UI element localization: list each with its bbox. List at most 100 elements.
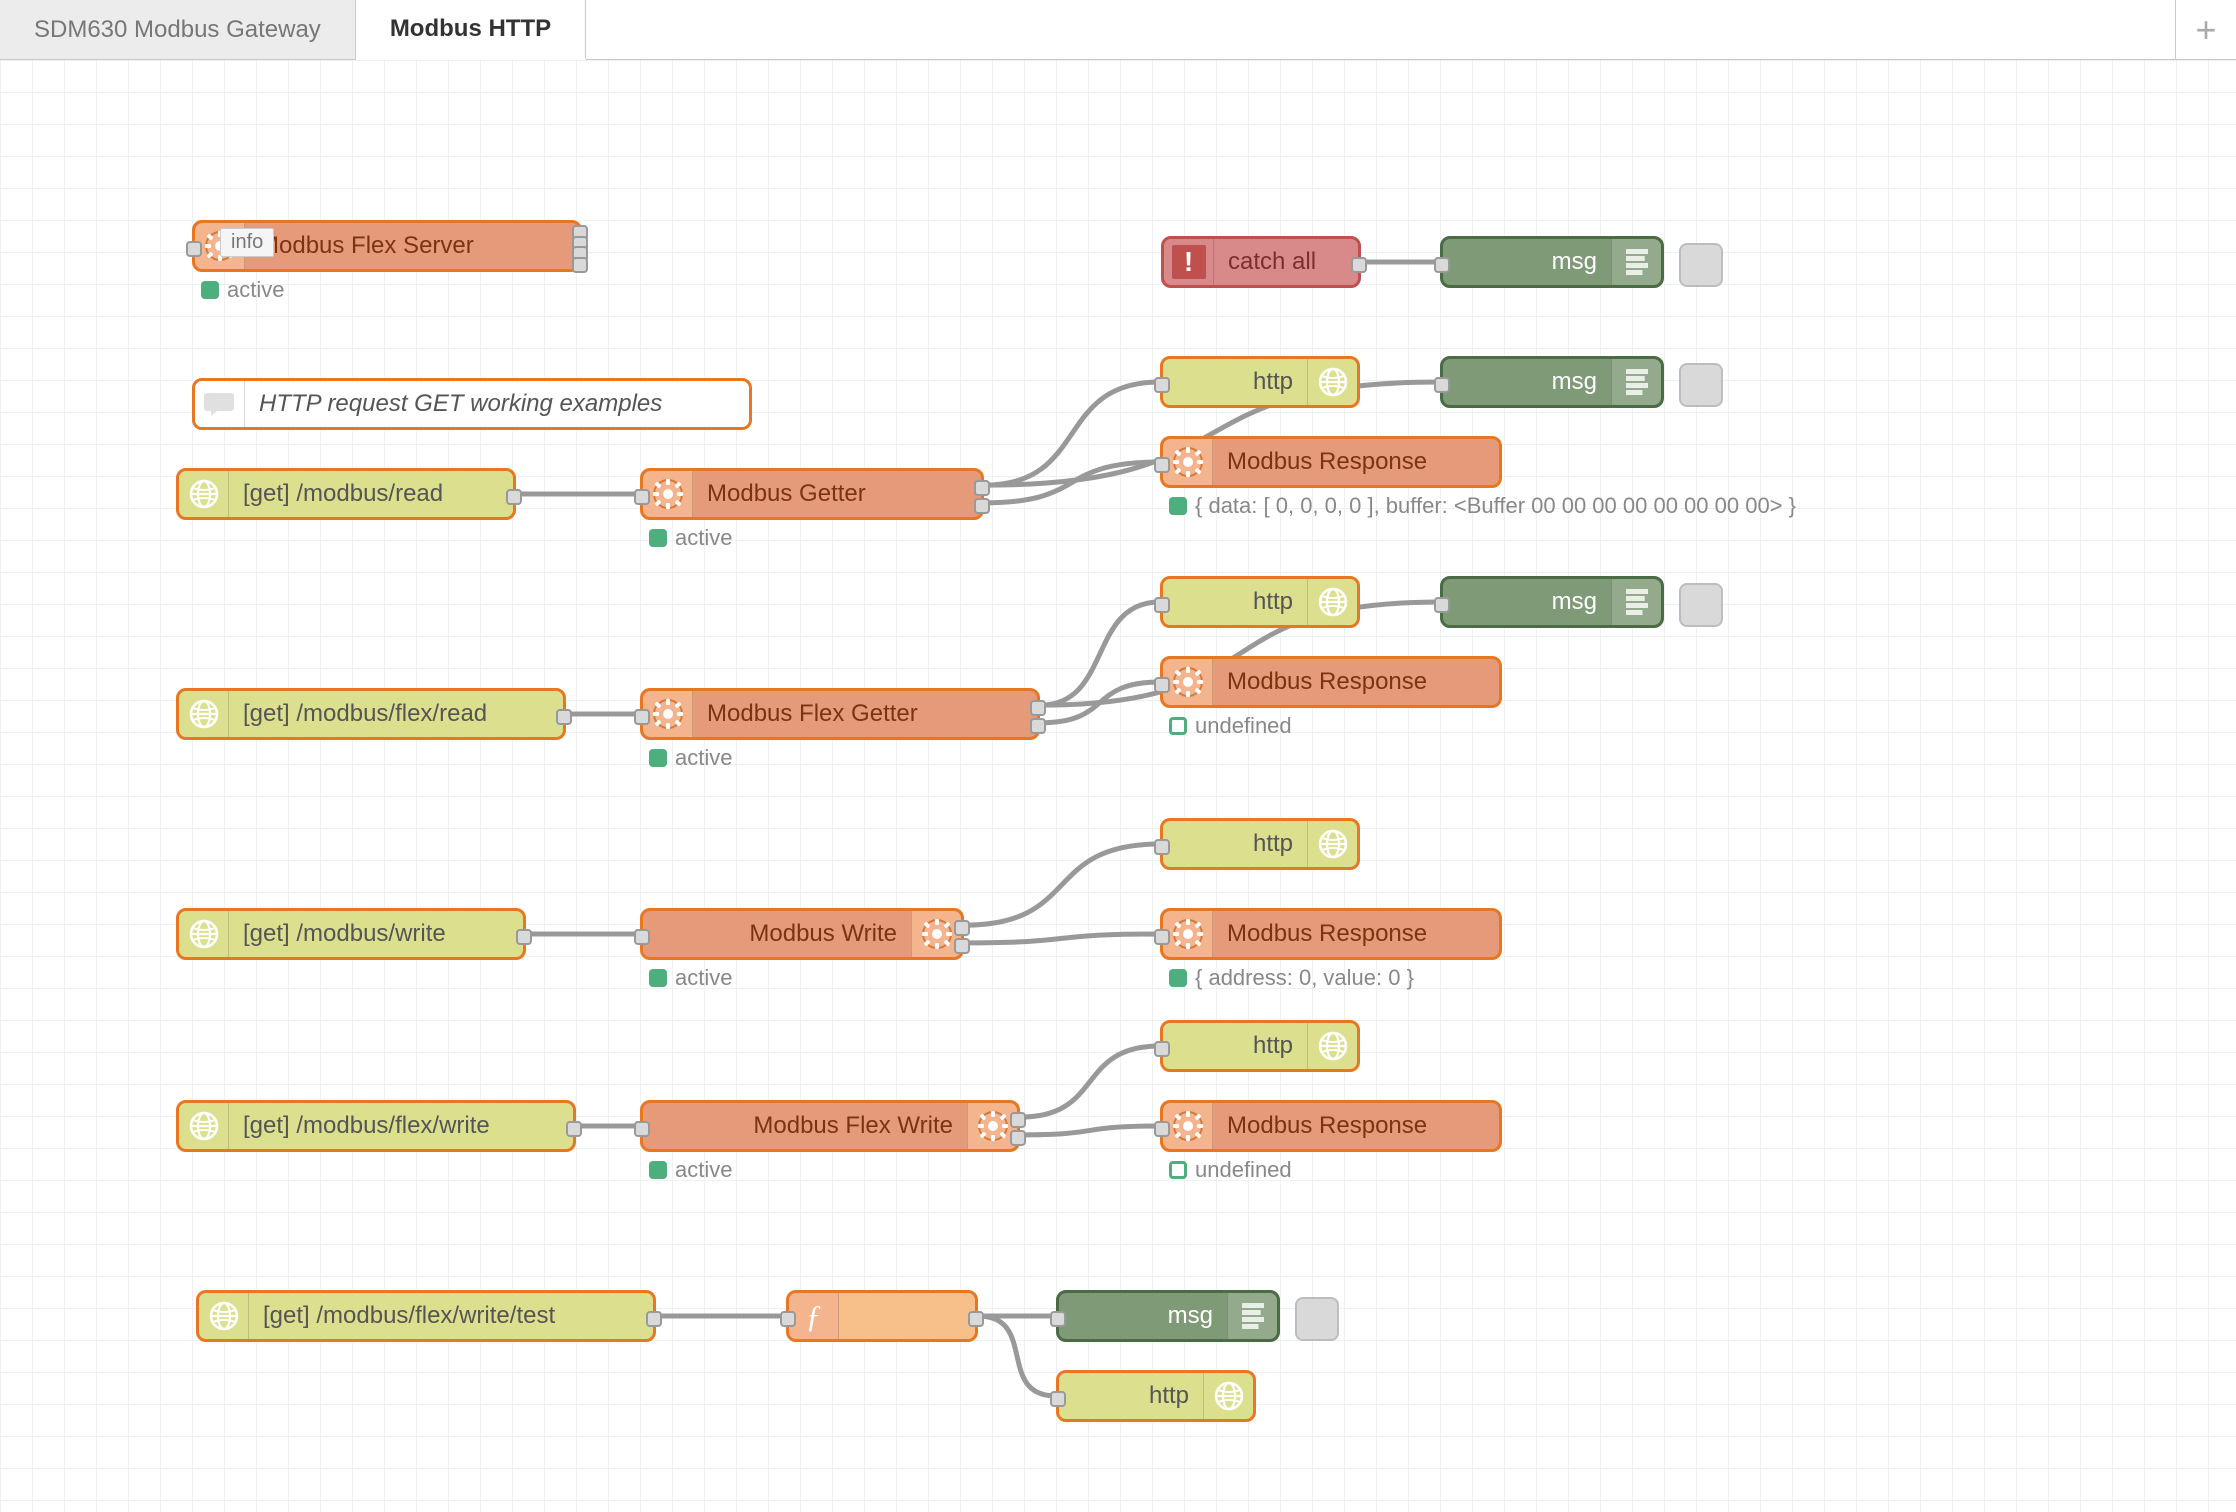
port-out[interactable] bbox=[1351, 257, 1367, 273]
status-text: { address: 0, value: 0 } bbox=[1195, 965, 1414, 991]
node-http_in_write[interactable]: [get] /modbus/write bbox=[176, 908, 526, 960]
node-debug_catch[interactable]: msg bbox=[1440, 236, 1664, 288]
node-modbus_resp_read[interactable]: Modbus Response{ data: [ 0, 0, 0, 0 ], b… bbox=[1160, 436, 1502, 488]
node-http_resp_read[interactable]: http bbox=[1160, 356, 1360, 408]
port-in[interactable] bbox=[1154, 677, 1170, 693]
port-in[interactable] bbox=[1154, 377, 1170, 393]
status-dot-icon bbox=[649, 1161, 667, 1179]
port-in[interactable] bbox=[186, 241, 202, 257]
port-out[interactable] bbox=[646, 1311, 662, 1327]
node-icon-box bbox=[1163, 439, 1213, 485]
port-out[interactable] bbox=[1010, 1130, 1026, 1146]
wire[interactable] bbox=[984, 462, 1160, 503]
node-debug_flexread[interactable]: msg bbox=[1440, 576, 1664, 628]
port-out[interactable] bbox=[954, 938, 970, 954]
node-flex_write[interactable]: Modbus Flex Writeactive bbox=[640, 1100, 1020, 1152]
port-in[interactable] bbox=[1050, 1311, 1066, 1327]
node-catch_all[interactable]: !catch all bbox=[1161, 236, 1361, 288]
port-in[interactable] bbox=[1154, 839, 1170, 855]
node-modbus_resp_flexwrite[interactable]: Modbus Responseundefined bbox=[1160, 1100, 1502, 1152]
node-flex_getter[interactable]: Modbus Flex Getteractive bbox=[640, 688, 1040, 740]
wire[interactable] bbox=[984, 382, 1160, 485]
node-getter[interactable]: Modbus Getteractive bbox=[640, 468, 984, 520]
wire[interactable] bbox=[1040, 602, 1160, 705]
port-in[interactable] bbox=[634, 1121, 650, 1137]
wire[interactable] bbox=[978, 1316, 1056, 1396]
debug-toggle-button[interactable] bbox=[1679, 583, 1723, 627]
node-icon-box bbox=[199, 1293, 249, 1339]
node-modbus_write[interactable]: Modbus Writeactive bbox=[640, 908, 964, 960]
node-http_resp_flexwrite[interactable]: http bbox=[1160, 1020, 1360, 1072]
status-text: active bbox=[675, 1157, 732, 1183]
node-label: Modbus Getter bbox=[693, 480, 981, 508]
port-in[interactable] bbox=[1050, 1391, 1066, 1407]
debug-toggle-button[interactable] bbox=[1679, 243, 1723, 287]
tab-bar: SDM630 Modbus Gateway Modbus HTTP + bbox=[0, 0, 2236, 60]
node-icon-box bbox=[1163, 659, 1213, 705]
wire[interactable] bbox=[964, 934, 1160, 943]
port-in[interactable] bbox=[1434, 257, 1450, 273]
node-http_resp_test[interactable]: http bbox=[1056, 1370, 1256, 1422]
debug-toggle-button[interactable] bbox=[1295, 1297, 1339, 1341]
node-http_resp_write[interactable]: http bbox=[1160, 818, 1360, 870]
port-out[interactable] bbox=[516, 929, 532, 945]
port-out[interactable] bbox=[974, 480, 990, 496]
status-text: active bbox=[227, 277, 284, 303]
port-in[interactable] bbox=[634, 929, 650, 945]
add-tab-button[interactable]: + bbox=[2175, 0, 2236, 59]
node-http_in_test[interactable]: [get] /modbus/flex/write/test bbox=[196, 1290, 656, 1342]
node-http_resp_flexread[interactable]: http bbox=[1160, 576, 1360, 628]
port-in[interactable] bbox=[634, 489, 650, 505]
tab-sdm630[interactable]: SDM630 Modbus Gateway bbox=[0, 0, 356, 59]
port-in[interactable] bbox=[1154, 1041, 1170, 1057]
port-out[interactable] bbox=[506, 489, 522, 505]
port-out[interactable] bbox=[1010, 1112, 1026, 1128]
node-http_in_read[interactable]: [get] /modbus/read bbox=[176, 468, 516, 520]
tab-label: Modbus HTTP bbox=[390, 15, 551, 43]
debug-toggle-button[interactable] bbox=[1679, 363, 1723, 407]
port-in[interactable] bbox=[634, 709, 650, 725]
node-label: msg bbox=[1443, 588, 1611, 616]
port-in[interactable] bbox=[1154, 929, 1170, 945]
port-out[interactable] bbox=[968, 1311, 984, 1327]
port-in[interactable] bbox=[1154, 1121, 1170, 1137]
port-in[interactable] bbox=[780, 1311, 796, 1327]
port-out[interactable] bbox=[1030, 700, 1046, 716]
wire[interactable] bbox=[964, 844, 1160, 925]
node-http_in_flexwrite[interactable]: [get] /modbus/flex/write bbox=[176, 1100, 576, 1152]
port-out[interactable] bbox=[556, 709, 572, 725]
gear-icon bbox=[977, 1110, 1009, 1142]
node-label: [get] /modbus/write bbox=[229, 920, 523, 948]
wire[interactable] bbox=[1020, 1126, 1160, 1135]
port-out[interactable] bbox=[566, 1121, 582, 1137]
tab-modbus-http[interactable]: Modbus HTTP bbox=[356, 0, 586, 60]
node-label: Modbus Response bbox=[1213, 920, 1499, 948]
port-out[interactable] bbox=[572, 257, 588, 273]
gear-icon bbox=[1172, 918, 1204, 950]
node-icon-box bbox=[195, 381, 245, 427]
node-icon-box bbox=[1307, 579, 1357, 625]
port-in[interactable] bbox=[1154, 457, 1170, 473]
node-modbus_resp_flexread[interactable]: Modbus Responseundefined bbox=[1160, 656, 1502, 708]
node-status: active bbox=[201, 277, 284, 303]
wire[interactable] bbox=[1040, 682, 1160, 723]
wire[interactable] bbox=[1020, 1046, 1160, 1117]
node-comment1[interactable]: HTTP request GET working examples bbox=[192, 378, 752, 430]
port-in[interactable] bbox=[1434, 597, 1450, 613]
node-label: msg bbox=[1059, 1302, 1227, 1330]
port-in[interactable] bbox=[1434, 377, 1450, 393]
port-in[interactable] bbox=[1154, 597, 1170, 613]
gear-icon bbox=[652, 698, 684, 730]
node-icon-box bbox=[643, 691, 693, 737]
node-fn_test[interactable]: ƒ bbox=[786, 1290, 978, 1342]
node-modbus_resp_write[interactable]: Modbus Response{ address: 0, value: 0 } bbox=[1160, 908, 1502, 960]
node-label: Modbus Flex Server bbox=[245, 232, 579, 260]
node-http_in_flexread[interactable]: [get] /modbus/flex/read bbox=[176, 688, 566, 740]
flow-canvas[interactable]: Modbus Flex Server active !catch all msg HTT… bbox=[0, 60, 2236, 1512]
debug-bars-icon bbox=[1626, 369, 1648, 395]
port-out[interactable] bbox=[1030, 718, 1046, 734]
port-out[interactable] bbox=[974, 498, 990, 514]
node-debug_test[interactable]: msg bbox=[1056, 1290, 1280, 1342]
port-out[interactable] bbox=[954, 920, 970, 936]
node-debug_read[interactable]: msg bbox=[1440, 356, 1664, 408]
